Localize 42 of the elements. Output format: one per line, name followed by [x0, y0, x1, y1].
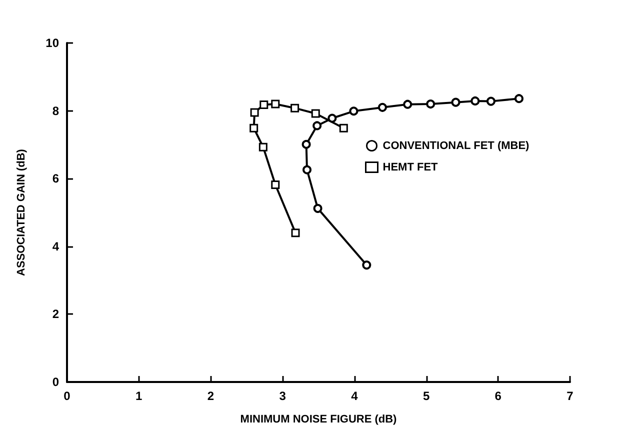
point: [339, 124, 348, 132]
point: [250, 108, 259, 117]
point: [271, 180, 280, 189]
point: [378, 102, 387, 112]
y-tick-label: 0: [52, 375, 60, 389]
legend-label: CONVENTIONAL FET (MBE): [382, 140, 530, 152]
x-tick-label: 3: [279, 389, 286, 403]
point: [514, 94, 524, 104]
x-tick-label: 6: [494, 389, 502, 403]
x-tick-label: 4: [351, 389, 358, 403]
point: [451, 98, 460, 107]
point: [260, 100, 268, 109]
y-axis-title: ASSOCIATED GAIN (dB): [16, 148, 28, 276]
x-tick-label: 0: [64, 389, 71, 403]
point: [426, 100, 436, 109]
point: [271, 100, 280, 108]
point: [291, 228, 300, 238]
point: [403, 100, 412, 109]
point: [302, 140, 311, 149]
x-axis-title: MINIMUM NOISE FIGURE (dB): [240, 414, 398, 426]
point: [470, 96, 480, 106]
point: [311, 109, 320, 118]
point: [362, 260, 372, 270]
y-tick-label: 8: [52, 104, 60, 118]
x-tick-label: 5: [422, 389, 430, 403]
point: [250, 124, 258, 132]
y-tick-label: 2: [52, 307, 60, 322]
point: [312, 121, 322, 130]
point: [349, 106, 358, 116]
legend-label: HEMT FET: [382, 161, 438, 174]
y-tick-label: 6: [52, 172, 60, 186]
point: [328, 114, 337, 123]
x-tick-label: 7: [566, 389, 574, 403]
point: [258, 142, 268, 152]
point: [313, 204, 322, 213]
point: [290, 104, 300, 112]
point: [486, 96, 496, 106]
x-tick-label: 2: [207, 389, 214, 403]
y-tick-label: 4: [52, 239, 60, 254]
point: [302, 165, 312, 174]
y-tick-label: 10: [46, 36, 60, 50]
x-tick-label: 1: [136, 389, 143, 403]
